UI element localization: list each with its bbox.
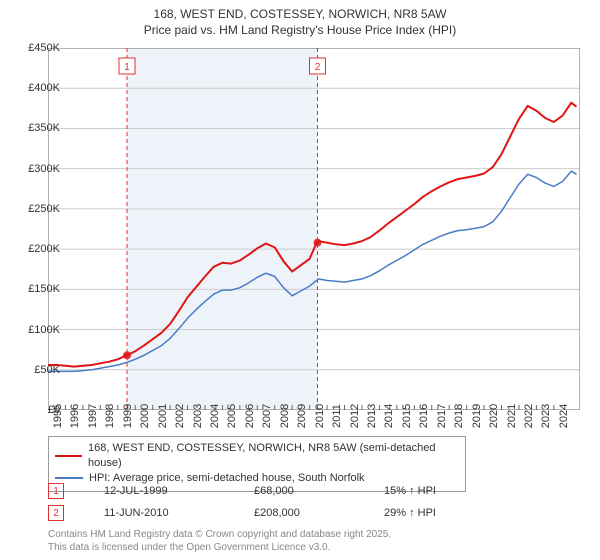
x-axis-tick-label: 2004 — [209, 404, 221, 428]
x-axis-tick-label: 2007 — [261, 404, 273, 428]
y-axis-tick-label: £400K — [28, 82, 60, 94]
svg-text:1: 1 — [124, 62, 130, 73]
transaction-table: 1 12-JUL-1999 £68,000 15% ↑ HPI 2 11-JUN… — [48, 480, 494, 524]
title-address: 168, WEST END, COSTESSEY, NORWICH, NR8 5… — [0, 6, 600, 22]
price-chart: 12 — [48, 48, 580, 410]
x-axis-tick-label: 2017 — [436, 404, 448, 428]
x-axis-tick-label: 2010 — [314, 404, 326, 428]
transaction-date: 11-JUN-2010 — [104, 507, 214, 519]
x-axis-tick-label: 2020 — [488, 404, 500, 428]
svg-text:2: 2 — [315, 62, 321, 73]
x-axis-tick-label: 1998 — [104, 404, 116, 428]
legend-item-property: 168, WEST END, COSTESSEY, NORWICH, NR8 5… — [55, 441, 459, 471]
x-axis-tick-label: 2018 — [453, 404, 465, 428]
x-axis-tick-label: 2016 — [418, 404, 430, 428]
y-axis-tick-label: £450K — [28, 42, 60, 54]
transaction-row: 1 12-JUL-1999 £68,000 15% ↑ HPI — [48, 480, 494, 502]
y-axis-tick-label: £250K — [28, 203, 60, 215]
x-axis-tick-label: 2013 — [366, 404, 378, 428]
transaction-row: 2 11-JUN-2010 £208,000 29% ↑ HPI — [48, 502, 494, 524]
legend-swatch-hpi — [55, 477, 83, 479]
x-axis-tick-label: 2001 — [157, 404, 169, 428]
y-axis-tick-label: £100K — [28, 324, 60, 336]
transaction-date: 12-JUL-1999 — [104, 485, 214, 497]
x-axis-tick-label: 2006 — [244, 404, 256, 428]
x-axis-tick-label: 2005 — [226, 404, 238, 428]
x-axis-tick-label: 2002 — [174, 404, 186, 428]
x-axis-tick-label: 2011 — [331, 404, 343, 428]
footer-line: Contains HM Land Registry data © Crown c… — [48, 528, 391, 541]
x-axis-tick-label: 2014 — [383, 404, 395, 428]
x-axis-tick-label: 2009 — [296, 404, 308, 428]
y-axis-tick-label: £300K — [28, 163, 60, 175]
marker-box-icon: 1 — [48, 483, 64, 499]
x-axis-tick-label: 1996 — [69, 404, 81, 428]
transaction-price: £68,000 — [254, 485, 344, 497]
footer-attribution: Contains HM Land Registry data © Crown c… — [48, 528, 391, 554]
marker-box-icon: 2 — [48, 505, 64, 521]
transaction-price: £208,000 — [254, 507, 344, 519]
chart-svg: 12 — [48, 48, 580, 410]
x-axis-tick-label: 2022 — [523, 404, 535, 428]
title-subtitle: Price paid vs. HM Land Registry's House … — [0, 22, 600, 38]
legend-swatch-property — [55, 455, 82, 457]
x-axis-tick-label: 1995 — [52, 404, 64, 428]
transaction-vs-hpi: 29% ↑ HPI — [384, 507, 494, 519]
y-axis-tick-label: £50K — [34, 364, 60, 376]
y-axis-tick-label: £350K — [28, 122, 60, 134]
transaction-vs-hpi: 15% ↑ HPI — [384, 485, 494, 497]
legend-label: 168, WEST END, COSTESSEY, NORWICH, NR8 5… — [88, 441, 459, 471]
x-axis-tick-label: 2021 — [506, 404, 518, 428]
x-axis-tick-label: 2000 — [139, 404, 151, 428]
x-axis-tick-label: 1997 — [87, 404, 99, 428]
x-axis-tick-label: 2019 — [471, 404, 483, 428]
x-axis-tick-label: 2012 — [349, 404, 361, 428]
x-axis-tick-label: 2015 — [401, 404, 413, 428]
x-axis-tick-label: 1999 — [122, 404, 134, 428]
x-axis-tick-label: 2003 — [192, 404, 204, 428]
y-axis-tick-label: £200K — [28, 243, 60, 255]
x-axis-tick-label: 2023 — [540, 404, 552, 428]
footer-line: This data is licensed under the Open Gov… — [48, 541, 391, 554]
x-axis-tick-label: 2024 — [558, 404, 570, 428]
y-axis-tick-label: £150K — [28, 283, 60, 295]
x-axis-tick-label: 2008 — [279, 404, 291, 428]
